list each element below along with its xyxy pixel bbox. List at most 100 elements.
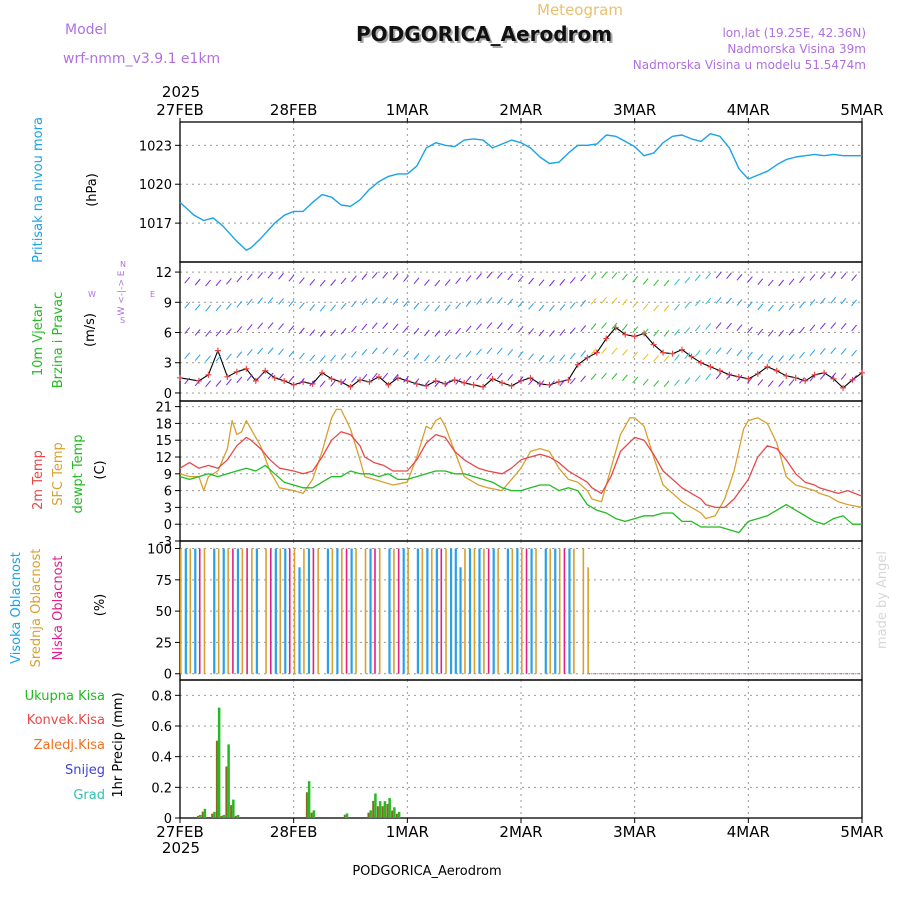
wind-barb xyxy=(194,278,201,286)
precip-conv-bar xyxy=(220,815,223,818)
wind-barb xyxy=(194,329,201,336)
wind-barb xyxy=(549,380,555,388)
wind-speed-point xyxy=(461,379,468,386)
temp2m-series-line xyxy=(179,431,863,509)
wind-barb xyxy=(246,323,253,331)
wind-barb xyxy=(674,278,680,286)
wind-barb xyxy=(184,276,191,284)
wind-barb xyxy=(371,347,378,355)
precip-conv-bar xyxy=(376,806,379,818)
y-tick-label: 0 xyxy=(164,518,172,533)
wind-barb xyxy=(465,325,472,333)
x-tick-label-bottom: 27FEB xyxy=(156,823,203,841)
wind-barb xyxy=(423,379,430,387)
temp-ylabel-sfc: SFC Temp xyxy=(51,442,66,506)
wind-speed-point xyxy=(802,377,809,384)
y-tick-label: 0 xyxy=(164,387,172,402)
wind-legend-s: S xyxy=(120,316,125,325)
precip-conv-bar xyxy=(367,812,370,818)
high-cloud-bar xyxy=(435,548,438,674)
wind-barb xyxy=(319,304,326,312)
precip-total-bar xyxy=(312,810,316,818)
wind-barb xyxy=(549,279,555,287)
wind-barb xyxy=(278,373,284,381)
precip-total-bar xyxy=(383,801,387,818)
wind-speed-point xyxy=(688,353,695,360)
precip-total-bar xyxy=(378,801,382,818)
wind-barb xyxy=(621,298,628,306)
low-cloud-bar xyxy=(440,548,443,674)
wind-speed-point xyxy=(859,369,865,376)
precip-conv-bar xyxy=(343,814,346,818)
wind-barb xyxy=(267,372,274,380)
y-tick-label: 9 xyxy=(164,296,172,311)
precip-conv-bar xyxy=(225,766,228,818)
wind-barb xyxy=(517,275,524,283)
wind-barb xyxy=(403,375,409,383)
wind-speed-point xyxy=(745,375,752,382)
wind-speed-point xyxy=(233,368,240,375)
wind-barb xyxy=(642,328,649,336)
wind-barb xyxy=(621,324,628,331)
wind-barb xyxy=(799,276,805,284)
y-tick-label: 18 xyxy=(155,417,172,432)
wind-barb xyxy=(392,273,399,280)
wind-barb xyxy=(236,326,243,333)
wind-speed-point xyxy=(783,372,790,379)
precip-conv-bar xyxy=(381,806,384,818)
wind-barb xyxy=(767,304,774,312)
wind-barb xyxy=(778,279,785,287)
wind-barb xyxy=(747,351,753,359)
wind-speed-point xyxy=(328,375,335,382)
wind-speed-point xyxy=(716,367,723,374)
wind-barb xyxy=(392,298,399,305)
wind-barb xyxy=(642,353,649,361)
x-tick-label-bottom: 3MAR xyxy=(613,823,656,841)
wind-barb xyxy=(538,329,545,337)
wind-barb xyxy=(496,372,503,380)
wind-barb xyxy=(340,277,347,285)
station-title-shadow: PODGORICA_Aerodrom xyxy=(358,24,614,48)
mid-cloud-bar xyxy=(483,548,485,674)
wind-barb xyxy=(361,348,368,356)
wind-barb xyxy=(851,375,857,382)
wind-speed-point xyxy=(603,335,610,342)
mid-cloud-bar xyxy=(549,548,552,674)
wind-barb xyxy=(559,304,566,311)
wind-barb xyxy=(663,279,670,287)
wind-barb xyxy=(674,329,680,336)
y-tick-label: 0 xyxy=(164,812,172,827)
wind-speed-point xyxy=(214,347,221,354)
wind-barb xyxy=(819,322,826,330)
wind-barb xyxy=(528,353,534,360)
precip-ylabel: 1hr Precip (mm) xyxy=(111,692,126,797)
precip-conv-bar xyxy=(386,804,389,818)
wind-barb xyxy=(413,302,420,310)
wind-speed-point xyxy=(622,331,629,338)
wind-barb xyxy=(434,330,441,337)
precip-conv-bar xyxy=(230,805,233,818)
wind-barb xyxy=(726,297,732,305)
wind-barb xyxy=(444,279,451,286)
model-name: wrf-nmm_v3.9.1 e1km xyxy=(63,51,220,67)
wind-barb xyxy=(632,376,639,384)
wind-speed-point xyxy=(309,380,316,387)
mid-cloud-bar xyxy=(251,548,253,674)
wind-barb xyxy=(694,274,701,282)
wind-speed-point xyxy=(773,367,780,374)
wind-barb xyxy=(215,355,222,362)
wind-barb xyxy=(580,375,587,383)
wind-barb xyxy=(611,347,618,355)
wind-barb xyxy=(715,297,722,304)
wind-barb xyxy=(830,297,837,304)
wind-barb xyxy=(747,326,753,334)
wind-barb xyxy=(434,279,441,287)
wind-speed-point xyxy=(205,371,212,378)
wind-barb xyxy=(298,277,305,284)
pressure-unit: (hPa) xyxy=(85,173,100,207)
wind-barb xyxy=(205,304,211,312)
x-tick-label-bottom: 5MAR xyxy=(840,823,883,841)
wind-barb xyxy=(778,330,785,337)
wind-speed-point xyxy=(726,371,733,378)
wind-barb xyxy=(455,327,462,335)
